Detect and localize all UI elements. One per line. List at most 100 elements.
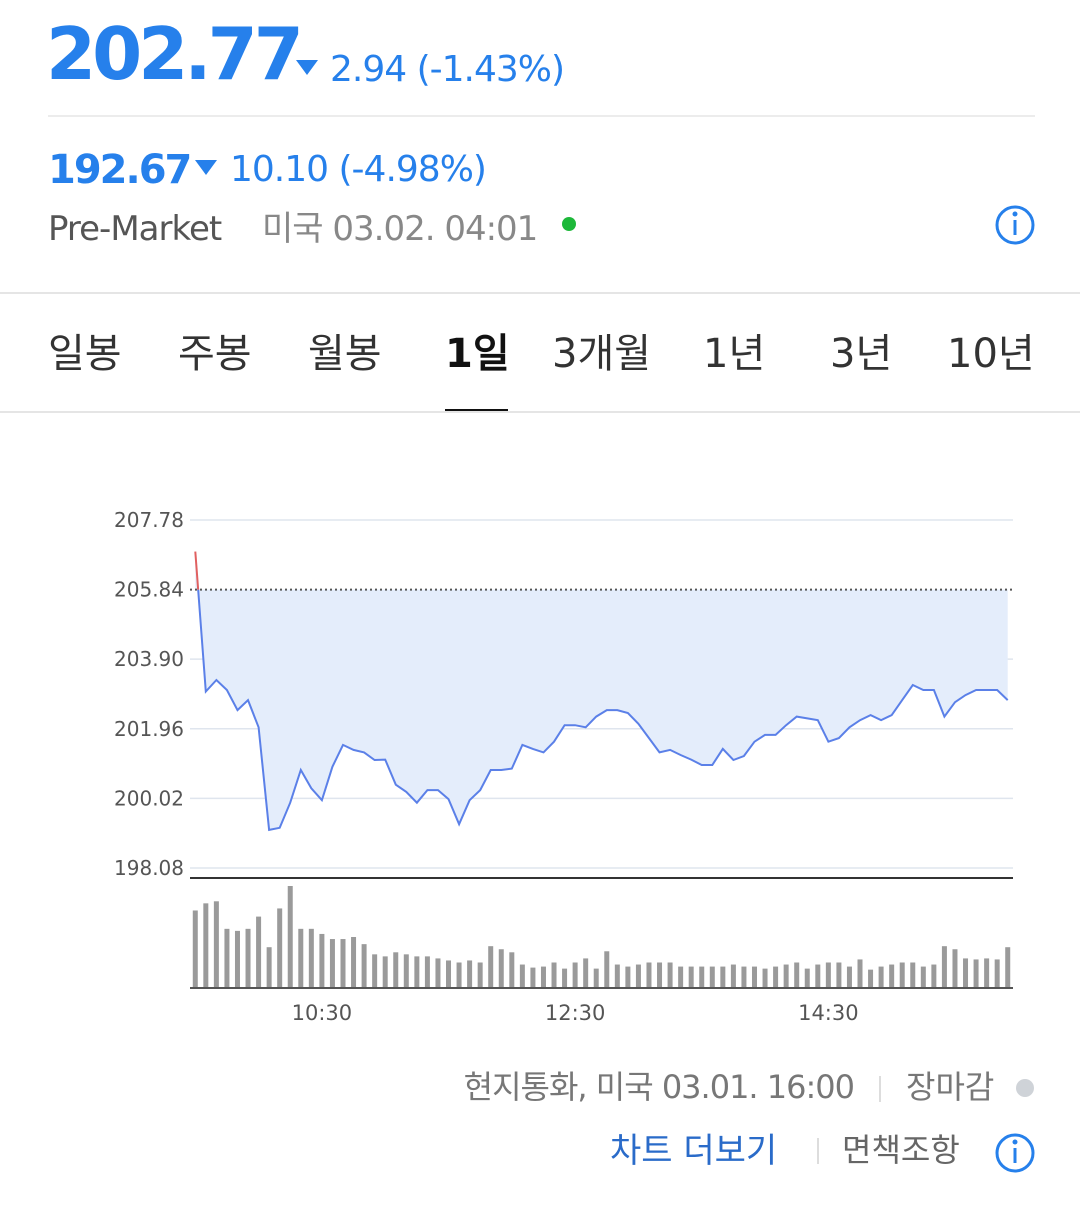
tab[interactable]: 3개월 [552, 331, 652, 377]
volume-bar [836, 962, 842, 988]
volume-bar [509, 952, 515, 988]
volume-bar [614, 964, 620, 988]
volume-bar [424, 956, 430, 988]
volume-bar [266, 947, 272, 988]
y-tick-label: 198.08 [114, 856, 184, 880]
tab[interactable]: 3년 [830, 331, 893, 377]
volume-bar [329, 939, 335, 988]
live-dot [562, 217, 576, 231]
volume-bar [393, 952, 399, 988]
volume-bar [234, 930, 240, 988]
y-tick-label: 205.84 [114, 578, 184, 602]
volume-bar [635, 964, 641, 988]
volume-bar [857, 959, 863, 988]
y-tick-label: 201.96 [114, 717, 184, 741]
volume-bar [699, 966, 705, 988]
x-tick-label: 14:30 [798, 1001, 859, 1025]
volume-bar [540, 966, 546, 988]
volume-bar [256, 916, 262, 988]
volume-bar [910, 962, 916, 988]
volume-bar [868, 969, 874, 988]
volume-bar [361, 944, 367, 988]
volume-bar [562, 968, 568, 988]
volume-bar [889, 964, 895, 988]
volume-bar [446, 960, 452, 988]
info-icon[interactable] [995, 205, 1035, 245]
volume-bar [340, 939, 346, 988]
volume-bar [298, 928, 304, 988]
status-dot [1016, 1079, 1034, 1097]
volume-bar [572, 962, 578, 988]
y-tick-label: 203.90 [114, 647, 184, 671]
volume-bar [287, 886, 293, 988]
x-tick-label: 10:30 [292, 1001, 353, 1025]
volume-bar [920, 966, 926, 988]
volume-bar [720, 966, 726, 988]
tab[interactable]: 일봉 [48, 331, 122, 377]
volume-bar [382, 956, 388, 988]
tab[interactable]: 월봉 [308, 331, 382, 377]
volume-bar [709, 966, 715, 988]
volume-bar [657, 962, 663, 988]
price-change: 2.94 (-1.43%) [330, 49, 565, 90]
disclaimer-link[interactable]: 면책조항 [842, 1131, 960, 1169]
volume-bar [467, 960, 473, 988]
pre-price: 192.67 [48, 147, 192, 193]
volume-bar [224, 928, 230, 988]
down-arrow [195, 160, 217, 175]
market-status: 장마감 [906, 1068, 995, 1106]
volume-bar [931, 964, 937, 988]
y-tick-label: 207.78 [114, 508, 184, 532]
volume-bar [277, 908, 283, 988]
volume-bar [213, 901, 219, 988]
volume-bar [583, 958, 589, 988]
tab[interactable]: 1일 [445, 331, 510, 377]
volume-bar [372, 954, 378, 988]
volume-bar [604, 951, 610, 988]
volume-bar [477, 962, 483, 988]
volume-bar [973, 959, 979, 988]
volume-bar [794, 962, 800, 988]
volume-bar [688, 966, 694, 988]
pre-time: 미국 03.02. 04:01 [262, 209, 538, 249]
x-tick-label: 12:30 [545, 1001, 606, 1025]
volume-bar [741, 966, 747, 988]
volume-bar [488, 946, 494, 988]
volume-bar [1005, 947, 1011, 988]
volume-bar [435, 958, 441, 988]
volume-bar [551, 962, 557, 988]
info-icon[interactable] [995, 1133, 1035, 1173]
more-chart-link[interactable]: 차트 더보기 [610, 1131, 778, 1171]
tab[interactable]: 1년 [703, 331, 766, 377]
volume-bar [593, 968, 599, 988]
tab[interactable]: 10년 [947, 331, 1035, 377]
y-tick-label: 200.02 [114, 786, 184, 810]
volume-bar [963, 958, 969, 988]
volume-bar [530, 967, 536, 988]
pre-change: 10.10 (-4.98%) [230, 149, 487, 190]
volume-bar [308, 928, 314, 988]
volume-bar [941, 946, 947, 988]
volume-bar [984, 958, 990, 988]
volume-bar [646, 962, 652, 988]
volume-bar [351, 937, 357, 988]
volume-bar [762, 968, 768, 988]
volume-bar [192, 910, 198, 988]
volume-bar [994, 959, 1000, 988]
volume-bar [456, 962, 462, 988]
volume-bar [804, 968, 810, 988]
area-fill [195, 551, 1008, 830]
tab[interactable]: 주봉 [178, 331, 252, 377]
tab-underline [445, 409, 508, 412]
volume-bar [519, 964, 525, 988]
volume-bar [878, 966, 884, 988]
volume-bar [751, 966, 757, 988]
volume-bar [783, 964, 789, 988]
volume-bar [625, 966, 631, 988]
volume-bar [319, 933, 325, 988]
volume-bar [667, 962, 673, 988]
volume-bar [203, 903, 209, 988]
pre-label: Pre-Market [48, 209, 222, 249]
volume-bar [846, 966, 852, 988]
